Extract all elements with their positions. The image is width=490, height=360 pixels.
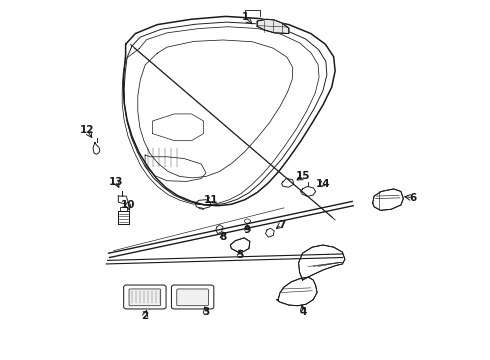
Polygon shape [373, 189, 403, 210]
Text: 11: 11 [204, 195, 218, 204]
FancyBboxPatch shape [172, 285, 214, 309]
Text: 1: 1 [242, 13, 248, 22]
Text: 2: 2 [142, 311, 149, 321]
Polygon shape [118, 211, 129, 224]
Text: 7: 7 [278, 220, 285, 230]
Text: 12: 12 [79, 125, 94, 135]
Polygon shape [230, 238, 250, 253]
Text: 13: 13 [109, 177, 123, 187]
Text: 5: 5 [237, 250, 244, 260]
Text: 10: 10 [121, 200, 135, 210]
Polygon shape [257, 19, 289, 33]
Text: 6: 6 [410, 193, 416, 203]
Polygon shape [298, 245, 345, 280]
Text: 3: 3 [202, 307, 210, 317]
FancyBboxPatch shape [129, 289, 161, 306]
Text: 4: 4 [300, 307, 307, 317]
Text: 9: 9 [244, 225, 251, 235]
Text: 14: 14 [316, 179, 330, 189]
FancyBboxPatch shape [123, 285, 166, 309]
Text: 15: 15 [296, 171, 311, 181]
FancyBboxPatch shape [177, 289, 208, 306]
Text: 8: 8 [220, 232, 227, 242]
Polygon shape [277, 277, 317, 306]
